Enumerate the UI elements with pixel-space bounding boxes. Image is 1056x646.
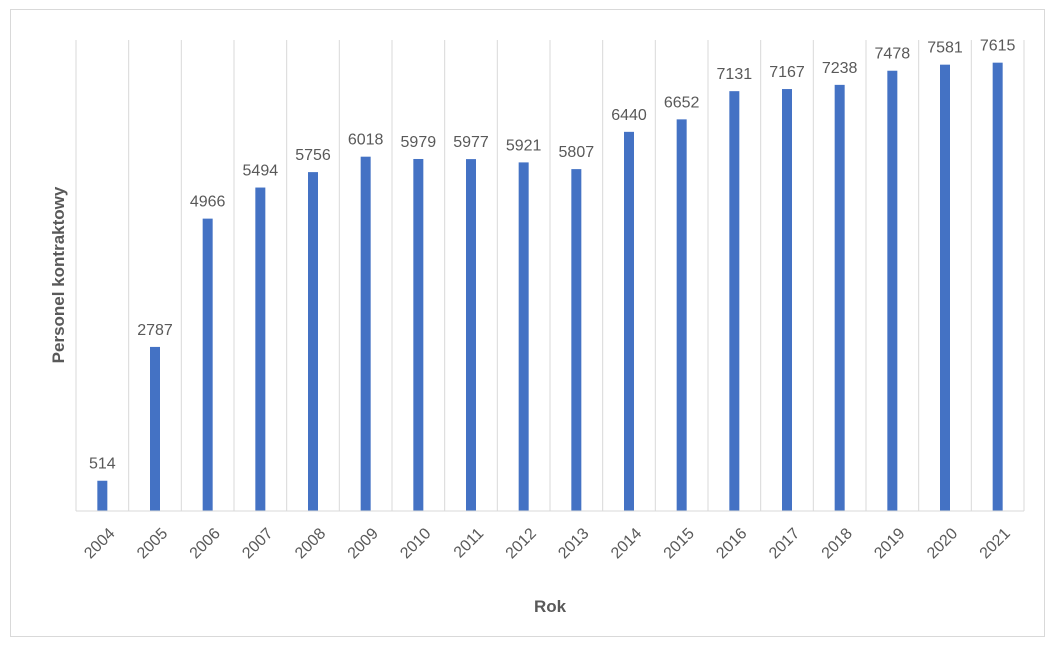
bar-2005: [150, 346, 160, 511]
x-tick-2004: 2004: [81, 525, 118, 562]
data-label-2012: 5921: [506, 137, 542, 154]
data-label-2018: 7238: [822, 60, 858, 77]
x-tick-2008: 2008: [292, 525, 329, 562]
bar-2009: [360, 156, 371, 511]
bar-2015: [676, 119, 687, 512]
bar-2014: [624, 131, 634, 511]
x-tick-2021: 2021: [977, 525, 1014, 562]
data-label-2014: 6440: [611, 107, 647, 124]
data-label-2008: 5756: [295, 147, 331, 164]
bar-2021: [992, 62, 1003, 512]
x-tick-2019: 2019: [871, 525, 908, 562]
x-tick-2013: 2013: [555, 525, 592, 562]
bar-2019: [887, 70, 898, 511]
x-tick-2011: 2011: [451, 525, 487, 561]
data-label-2017: 7167: [769, 64, 805, 81]
x-tick-2015: 2015: [661, 525, 698, 562]
bar-2006: [202, 218, 213, 511]
x-tick-2017: 2017: [766, 525, 803, 562]
data-label-2011: 5977: [453, 134, 489, 151]
x-tick-2020: 2020: [924, 525, 961, 562]
x-tick-2014: 2014: [608, 525, 645, 562]
bar-2008: [308, 172, 318, 512]
data-label-2016: 7131: [717, 66, 753, 83]
grid-lines: [75, 40, 1025, 511]
bar-2013: [571, 169, 582, 512]
bar-2012: [518, 162, 529, 511]
bar-2011: [466, 159, 476, 511]
x-axis-title: Rok: [534, 597, 567, 616]
data-label-2010: 5979: [401, 134, 437, 151]
data-label-2019: 7478: [875, 46, 911, 63]
data-label-2013: 5807: [559, 144, 595, 161]
bar-2016: [729, 91, 740, 511]
data-label-2021: 7615: [980, 38, 1016, 55]
data-label-2020: 7581: [927, 40, 963, 57]
bar-2004: [97, 480, 108, 511]
data-label-2006: 4966: [190, 194, 226, 211]
bar-2017: [782, 89, 792, 511]
data-label-2009: 6018: [348, 132, 384, 149]
x-tick-2007: 2007: [239, 525, 276, 562]
x-tick-2018: 2018: [819, 525, 856, 562]
bar-2007: [255, 187, 266, 511]
bar-2020: [940, 64, 950, 511]
y-axis-title: Personel kontraktowy: [49, 186, 68, 363]
data-label-2004: 514: [89, 456, 116, 473]
bar-2018: [834, 84, 845, 512]
data-label-2005: 2787: [137, 322, 173, 339]
x-tick-2016: 2016: [713, 525, 750, 562]
bars: [97, 62, 1003, 512]
x-tick-2005: 2005: [134, 525, 171, 562]
x-tick-labels: 2004 2005 2006 2007 2008 2009 2010 2011 2012 2013…: [81, 525, 1014, 562]
x-tick-2006: 2006: [187, 525, 224, 562]
bar-2010: [413, 158, 424, 511]
data-label-2007: 5494: [243, 163, 279, 180]
data-labels: 514 2787 4966 5494 5756 6018 5979 5977 5921 5807 6…: [89, 38, 1016, 473]
x-tick-2010: 2010: [397, 525, 434, 562]
x-tick-2009: 2009: [345, 525, 382, 562]
x-tick-2012: 2012: [503, 525, 540, 562]
data-label-2015: 6652: [664, 94, 700, 111]
